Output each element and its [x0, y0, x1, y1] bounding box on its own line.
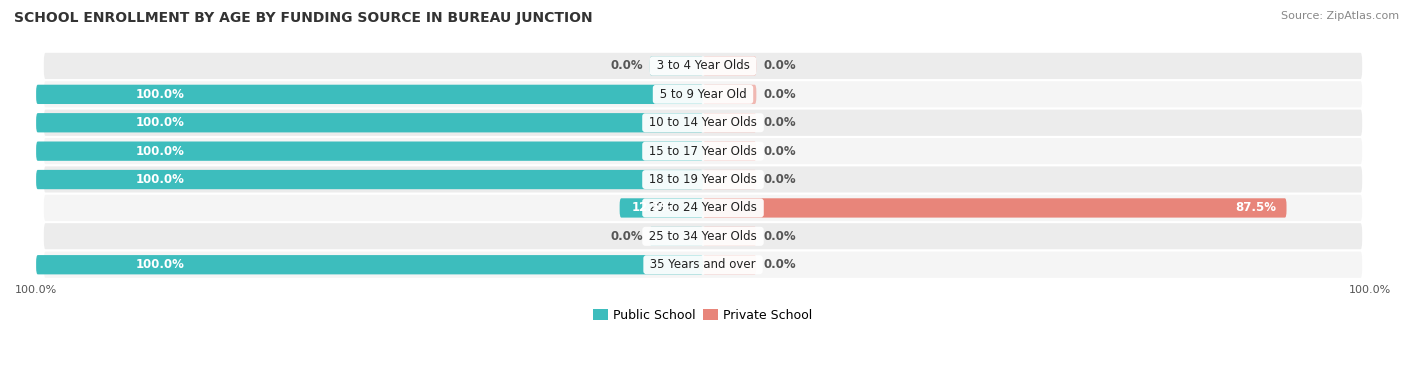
FancyBboxPatch shape	[42, 222, 1364, 251]
Text: 3 to 4 Year Olds: 3 to 4 Year Olds	[652, 60, 754, 72]
FancyBboxPatch shape	[703, 141, 756, 161]
Text: 0.0%: 0.0%	[763, 173, 796, 186]
FancyBboxPatch shape	[42, 109, 1364, 137]
Text: 0.0%: 0.0%	[763, 145, 796, 158]
Legend: Public School, Private School: Public School, Private School	[588, 304, 818, 327]
Text: 0.0%: 0.0%	[763, 258, 796, 271]
FancyBboxPatch shape	[703, 85, 756, 104]
FancyBboxPatch shape	[620, 198, 703, 218]
FancyBboxPatch shape	[703, 255, 756, 274]
FancyBboxPatch shape	[37, 85, 703, 104]
Text: 100.0%: 100.0%	[136, 88, 186, 101]
FancyBboxPatch shape	[42, 194, 1364, 222]
Text: 0.0%: 0.0%	[763, 230, 796, 243]
Text: 100.0%: 100.0%	[136, 145, 186, 158]
Text: 5 to 9 Year Old: 5 to 9 Year Old	[655, 88, 751, 101]
Text: 100.0%: 100.0%	[136, 116, 186, 129]
Text: 100.0%: 100.0%	[136, 173, 186, 186]
Text: 35 Years and over: 35 Years and over	[647, 258, 759, 271]
FancyBboxPatch shape	[703, 170, 756, 189]
Text: 20 to 24 Year Olds: 20 to 24 Year Olds	[645, 201, 761, 215]
FancyBboxPatch shape	[37, 255, 703, 274]
FancyBboxPatch shape	[650, 56, 703, 76]
FancyBboxPatch shape	[703, 113, 756, 132]
Text: 18 to 19 Year Olds: 18 to 19 Year Olds	[645, 173, 761, 186]
FancyBboxPatch shape	[703, 198, 1286, 218]
Text: SCHOOL ENROLLMENT BY AGE BY FUNDING SOURCE IN BUREAU JUNCTION: SCHOOL ENROLLMENT BY AGE BY FUNDING SOUR…	[14, 11, 593, 25]
FancyBboxPatch shape	[42, 166, 1364, 194]
Text: 25 to 34 Year Olds: 25 to 34 Year Olds	[645, 230, 761, 243]
Text: 0.0%: 0.0%	[610, 230, 643, 243]
Text: 0.0%: 0.0%	[763, 116, 796, 129]
Text: 87.5%: 87.5%	[1236, 201, 1277, 215]
Text: 0.0%: 0.0%	[610, 60, 643, 72]
FancyBboxPatch shape	[37, 170, 703, 189]
FancyBboxPatch shape	[42, 251, 1364, 279]
FancyBboxPatch shape	[37, 141, 703, 161]
Text: 12.5%: 12.5%	[633, 201, 673, 215]
FancyBboxPatch shape	[37, 113, 703, 132]
FancyBboxPatch shape	[703, 56, 756, 76]
Text: 100.0%: 100.0%	[136, 258, 186, 271]
Text: 0.0%: 0.0%	[763, 60, 796, 72]
FancyBboxPatch shape	[42, 80, 1364, 109]
Text: 0.0%: 0.0%	[763, 88, 796, 101]
FancyBboxPatch shape	[703, 227, 756, 246]
Text: Source: ZipAtlas.com: Source: ZipAtlas.com	[1281, 11, 1399, 21]
FancyBboxPatch shape	[42, 137, 1364, 166]
Text: 15 to 17 Year Olds: 15 to 17 Year Olds	[645, 145, 761, 158]
FancyBboxPatch shape	[42, 52, 1364, 80]
FancyBboxPatch shape	[650, 227, 703, 246]
Text: 10 to 14 Year Olds: 10 to 14 Year Olds	[645, 116, 761, 129]
